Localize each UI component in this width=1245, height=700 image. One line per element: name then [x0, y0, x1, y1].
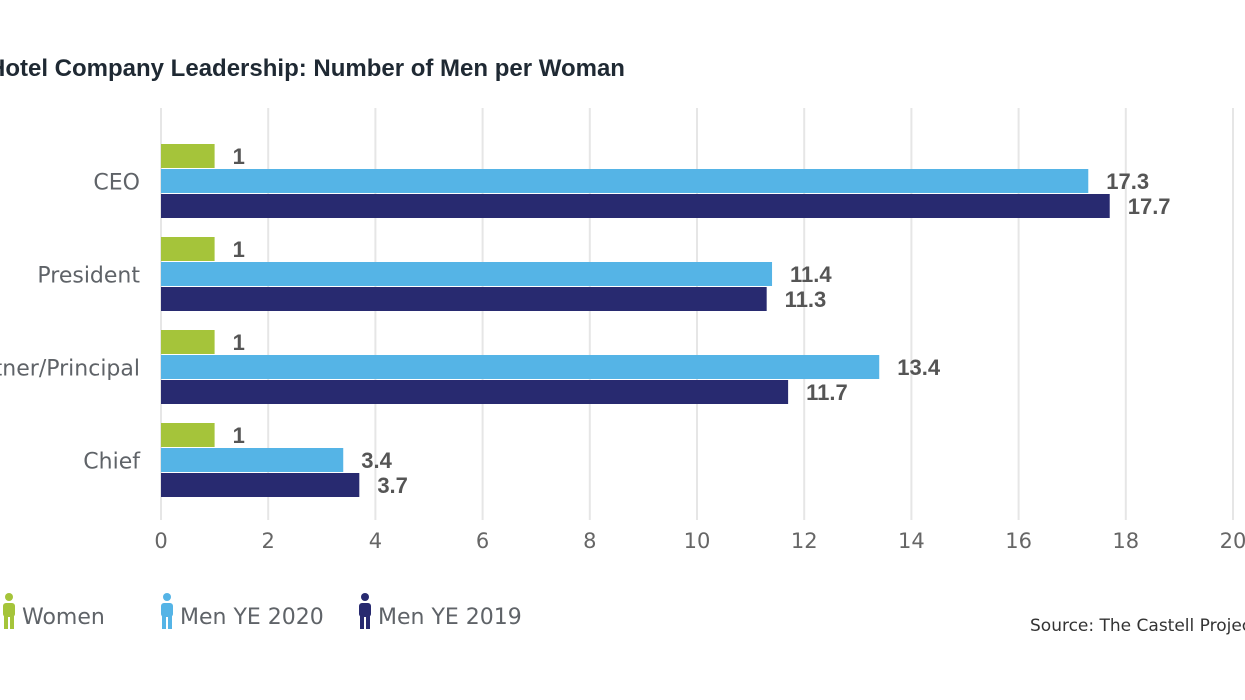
source-note: Source: The Castell Project [1030, 616, 1245, 636]
x-tick-label: 14 [898, 529, 925, 553]
data-label: 1 [233, 237, 245, 262]
bar-men-ye-2020-chief [161, 448, 344, 472]
category-label: Chief [83, 450, 141, 475]
x-axis-tick-labels: 0 2 4 6 8 10 12 14 16 18 20 [154, 529, 1245, 553]
x-tick-label: 2 [262, 529, 275, 553]
x-tick-label: 18 [1112, 529, 1139, 553]
person-icon [359, 593, 371, 629]
category-labels: CEO President Partner/Principal Chief [0, 171, 141, 475]
bar-men-ye-2020-ceo [161, 169, 1089, 193]
data-label: 17.3 [1106, 169, 1149, 194]
data-label: 13.4 [897, 355, 941, 380]
chart-title: Hotel Company Leadership: Number of Men … [0, 55, 625, 82]
data-label: 17.7 [1128, 194, 1171, 219]
data-label: 1 [233, 423, 245, 448]
bar-women-ceo [161, 144, 215, 168]
data-label: 3.4 [361, 448, 392, 473]
legend-label: Women [22, 605, 105, 630]
legend: Women Men YE 2020 Men YE 2019 [3, 593, 522, 630]
category-label: CEO [93, 171, 140, 196]
legend-label: Men YE 2020 [180, 605, 324, 630]
data-label: 1 [233, 144, 245, 169]
legend-item: Women [3, 593, 105, 630]
bar-women-partner-principal [161, 330, 215, 354]
data-label: 11.3 [785, 287, 827, 312]
bar-men-ye-2019-partner-principal [161, 380, 789, 404]
person-icon [3, 593, 15, 629]
x-tick-label: 12 [791, 529, 818, 553]
data-label: 1 [233, 330, 245, 355]
bars [161, 144, 1110, 497]
data-label: 3.7 [377, 473, 408, 498]
bar-men-ye-2020-partner-principal [161, 355, 880, 379]
category-label: Partner/Principal [0, 357, 140, 382]
bar-men-ye-2020-president [161, 262, 773, 286]
bar-men-ye-2019-chief [161, 473, 360, 497]
data-label: 11.4 [790, 262, 832, 287]
x-tick-label: 16 [1005, 529, 1032, 553]
x-tick-label: 6 [476, 529, 489, 553]
x-tick-label: 4 [369, 529, 382, 553]
category-label: President [37, 264, 140, 289]
legend-item: Men YE 2020 [161, 593, 324, 630]
bar-women-president [161, 237, 215, 261]
x-tick-label: 8 [583, 529, 596, 553]
person-icon [161, 593, 173, 629]
legend-item: Men YE 2019 [359, 593, 522, 630]
data-label: 11.7 [806, 380, 848, 405]
bar-men-ye-2019-ceo [161, 194, 1110, 218]
bar-men-ye-2019-president [161, 287, 767, 311]
x-tick-label: 10 [684, 529, 711, 553]
x-tick-label: 20 [1220, 529, 1245, 553]
legend-label: Men YE 2019 [378, 605, 522, 630]
bar-women-chief [161, 423, 215, 447]
x-tick-label: 0 [154, 529, 167, 553]
